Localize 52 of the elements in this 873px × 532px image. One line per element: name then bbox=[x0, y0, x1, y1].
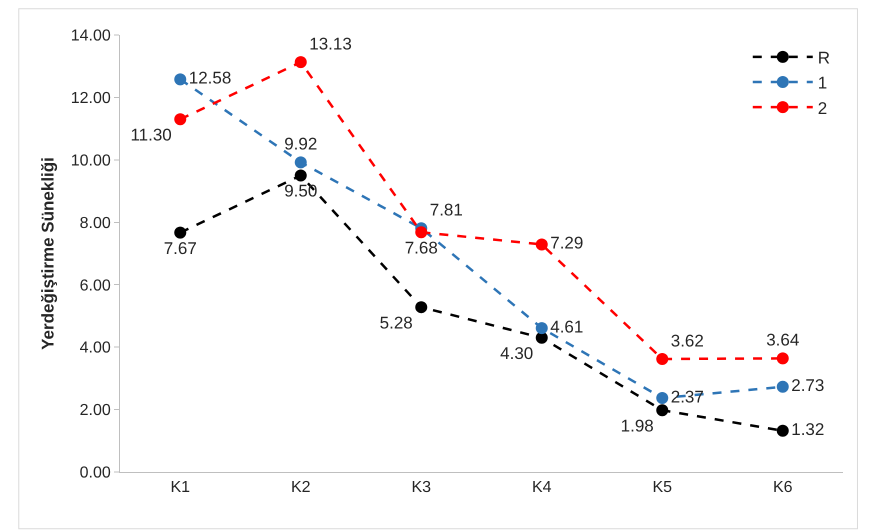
x-tick-label: K1 bbox=[170, 479, 190, 496]
data-label: 9.50 bbox=[284, 182, 318, 201]
x-tick-label: K4 bbox=[532, 479, 552, 496]
data-label: 4.61 bbox=[550, 317, 584, 336]
x-tick-label: K6 bbox=[772, 479, 793, 496]
y-axis-title: Yerdeğiştirme Sünekliği bbox=[38, 157, 58, 350]
y-tick-label: 8.00 bbox=[80, 214, 111, 232]
legend-label: R bbox=[818, 48, 830, 68]
point bbox=[656, 392, 668, 404]
data-label: 7.68 bbox=[404, 238, 438, 258]
data-label: 2.73 bbox=[791, 376, 824, 396]
point bbox=[294, 156, 307, 168]
point bbox=[656, 353, 668, 365]
point bbox=[776, 380, 789, 393]
point bbox=[536, 238, 548, 250]
point bbox=[174, 73, 186, 86]
data-label: 12.58 bbox=[188, 68, 232, 88]
y-tick-label: 2.00 bbox=[80, 402, 111, 420]
point bbox=[415, 301, 428, 314]
point bbox=[294, 169, 307, 182]
y-tick-label: 10.00 bbox=[70, 152, 111, 170]
x-tick-label: K2 bbox=[290, 479, 311, 496]
data-label: 9.92 bbox=[284, 134, 318, 154]
data-label: 2.37 bbox=[670, 387, 704, 406]
point bbox=[174, 226, 186, 239]
data-label: 13.13 bbox=[309, 34, 352, 54]
point bbox=[656, 404, 668, 416]
x-tick-label: K3 bbox=[411, 479, 432, 496]
data-label: 4.30 bbox=[500, 344, 534, 364]
y-tick-label: 14.00 bbox=[70, 28, 111, 45]
data-label: 5.28 bbox=[380, 313, 413, 332]
legend-label: 2 bbox=[818, 98, 828, 118]
data-label: 11.30 bbox=[130, 126, 172, 145]
point bbox=[294, 56, 307, 68]
y-tick-label: 12.00 bbox=[70, 90, 111, 108]
point bbox=[776, 424, 789, 437]
legend-label: 1 bbox=[818, 74, 828, 93]
point bbox=[776, 352, 789, 364]
data-label: 7.29 bbox=[550, 234, 584, 253]
y-tick-label: 4.00 bbox=[80, 340, 111, 357]
point bbox=[536, 322, 548, 334]
y-tick-label: 6.00 bbox=[80, 277, 111, 294]
data-label: 7.81 bbox=[430, 200, 463, 220]
x-tick-label: K5 bbox=[652, 479, 672, 496]
data-label: 7.67 bbox=[164, 238, 197, 258]
data-label: 1.32 bbox=[791, 420, 824, 440]
data-label: 3.62 bbox=[670, 331, 704, 350]
data-label: 1.98 bbox=[620, 416, 654, 436]
y-tick-label: 0.00 bbox=[80, 464, 111, 482]
point bbox=[415, 226, 428, 238]
data-label: 3.64 bbox=[766, 330, 800, 350]
point bbox=[174, 113, 186, 126]
